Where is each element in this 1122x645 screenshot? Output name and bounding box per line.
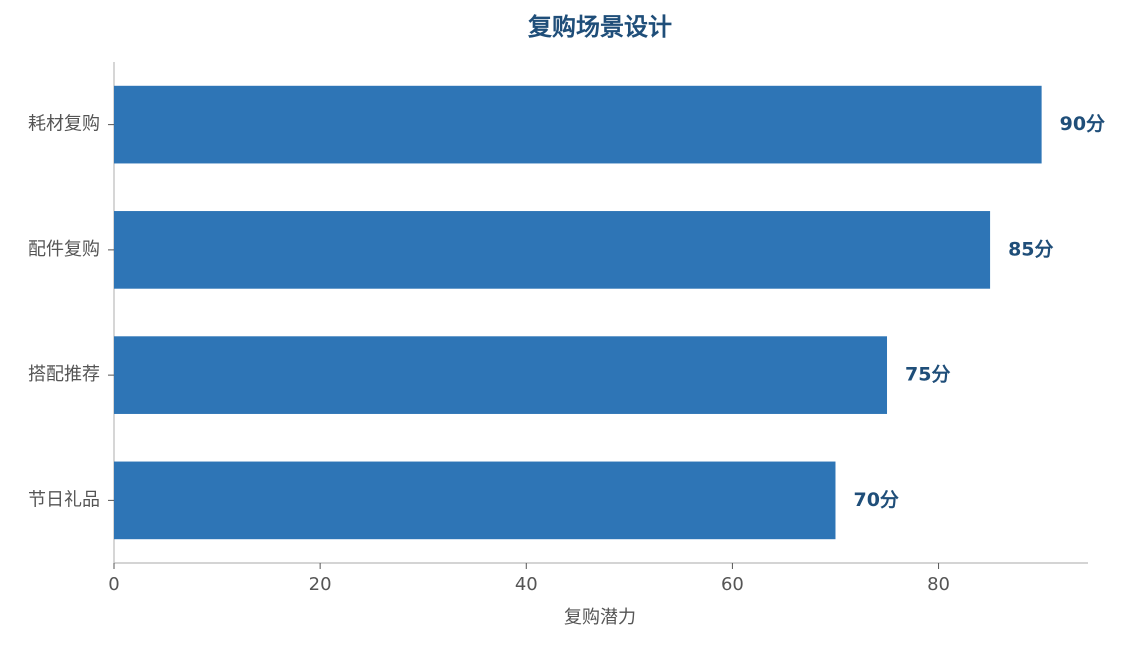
x-tick-label: 0 (108, 574, 119, 595)
value-label: 85分 (1008, 238, 1053, 260)
x-tick-label: 40 (515, 574, 538, 595)
bar (114, 336, 888, 414)
y-tick-label: 配件复购 (28, 239, 100, 260)
x-tick-label: 20 (309, 574, 332, 595)
y-tick-label: 耗材复购 (28, 114, 100, 135)
x-tick-label: 60 (721, 574, 744, 595)
value-label: 90分 (1060, 113, 1105, 135)
bar (114, 211, 991, 289)
bar (114, 461, 836, 540)
bar (114, 85, 1042, 164)
chart-title: 复购场景设计 (527, 13, 672, 41)
value-label: 75分 (905, 364, 950, 386)
value-label: 70分 (853, 489, 898, 511)
y-tick-label: 搭配推荐 (28, 364, 100, 385)
y-tick-label: 节日礼品 (28, 489, 100, 510)
x-tick-label: 80 (927, 574, 950, 595)
x-axis-label: 复购潜力 (564, 607, 636, 628)
